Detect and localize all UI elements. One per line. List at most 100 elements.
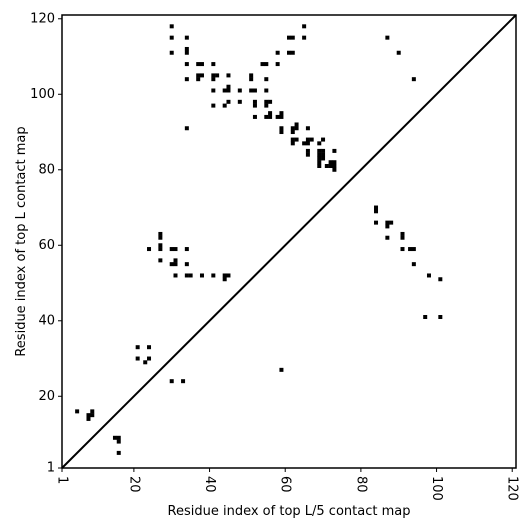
contact-point <box>173 262 178 267</box>
contact-point <box>184 62 189 67</box>
contact-point <box>396 50 401 55</box>
contact-point <box>317 152 322 157</box>
contact-point <box>199 73 204 78</box>
contact-point <box>305 148 310 153</box>
contact-point <box>86 413 91 418</box>
contact-point <box>321 152 326 157</box>
contact-point <box>400 247 405 252</box>
contact-point <box>411 247 416 252</box>
contact-point <box>374 209 379 214</box>
contact-point <box>184 273 189 278</box>
contact-point <box>305 141 310 146</box>
contact-point <box>75 409 80 414</box>
contact-point <box>135 356 140 361</box>
contact-point <box>252 99 257 104</box>
contact-point <box>426 273 431 278</box>
contact-point <box>173 258 178 263</box>
contact-point <box>279 130 284 135</box>
contact-point <box>374 220 379 225</box>
contact-point <box>290 35 295 40</box>
contact-point <box>264 103 269 108</box>
contact-point <box>249 77 254 82</box>
y-tick-label: 40 <box>38 313 55 328</box>
contact-point <box>196 73 201 78</box>
contact-point <box>275 114 280 119</box>
contact-point <box>317 160 322 165</box>
contact-point <box>211 62 216 67</box>
contact-point <box>184 77 189 82</box>
contact-point <box>332 164 337 168</box>
contact-point <box>290 137 295 142</box>
contact-point <box>169 247 174 252</box>
x-tick-label: 60 <box>278 476 293 493</box>
contact-point <box>328 160 333 165</box>
contact-point <box>400 231 405 236</box>
contact-point <box>112 435 117 440</box>
contact-point <box>374 205 379 210</box>
contact-point <box>305 152 310 157</box>
contact-point <box>173 273 178 278</box>
contact-point <box>211 103 216 108</box>
contact-point <box>116 435 121 440</box>
contact-point <box>275 50 280 55</box>
contact-point <box>438 277 443 282</box>
y-tick-label: 120 <box>30 11 55 26</box>
contact-point <box>169 262 174 267</box>
contact-point <box>400 235 405 240</box>
contact-point <box>184 46 189 51</box>
contact-point <box>317 164 322 168</box>
contact-point <box>423 315 428 319</box>
contact-point <box>252 88 257 93</box>
contact-point <box>332 160 337 165</box>
contact-point <box>196 77 201 82</box>
contact-point <box>321 137 326 142</box>
contact-point <box>332 167 337 172</box>
contact-point <box>184 247 189 252</box>
contact-point <box>143 360 148 365</box>
contact-point <box>321 156 326 161</box>
contact-point <box>408 247 413 252</box>
contact-point <box>147 345 152 350</box>
contact-point <box>215 73 220 78</box>
contact-point <box>279 114 284 119</box>
contact-point <box>249 73 254 78</box>
contact-point <box>211 73 216 78</box>
contact-point <box>158 243 163 248</box>
contact-point <box>237 99 242 104</box>
contact-point <box>226 84 231 89</box>
contact-point <box>290 141 295 146</box>
contact-point <box>302 24 307 29</box>
contact-point <box>211 88 216 93</box>
contact-point <box>290 130 295 135</box>
contact-point <box>264 88 269 93</box>
contact-point <box>116 439 121 444</box>
contact-point <box>169 35 174 40</box>
contact-point <box>237 88 242 93</box>
contact-point <box>268 99 273 104</box>
contact-point <box>385 220 390 225</box>
x-tick-label: 120 <box>505 476 520 501</box>
x-tick-label: 20 <box>126 476 141 493</box>
contact-point <box>317 148 322 153</box>
contact-point <box>226 99 231 104</box>
contact-point <box>279 111 284 116</box>
contact-point <box>199 62 204 67</box>
contact-point <box>268 111 273 116</box>
contact-point <box>222 103 227 108</box>
contact-point <box>264 77 269 82</box>
contact-point <box>226 273 231 278</box>
x-tick-label: 100 <box>429 476 444 501</box>
contact-point <box>184 126 189 131</box>
contact-point <box>158 231 163 236</box>
contact-point <box>211 273 216 278</box>
diagonal-line <box>61 14 517 469</box>
contact-point <box>294 126 299 131</box>
contact-point <box>158 235 163 240</box>
contact-point <box>199 273 204 278</box>
contact-point <box>385 235 390 240</box>
contact-point <box>158 258 163 263</box>
contact-point <box>279 126 284 131</box>
contact-point <box>305 126 310 131</box>
contact-point <box>438 315 443 319</box>
